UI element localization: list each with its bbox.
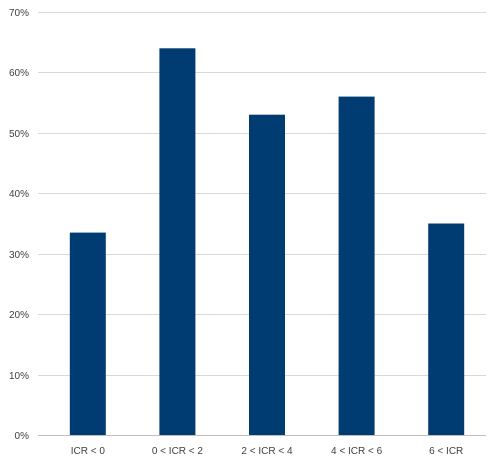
x-tick-label: 2 < ICR < 4: [241, 446, 293, 457]
bar: [249, 114, 285, 435]
y-tick-label: 70%: [9, 8, 29, 19]
y-tick-label: 40%: [9, 189, 29, 200]
x-axis-tick-labels: ICR < 0 0 < ICR < 2 2 < ICR < 4 4 < ICR < 6…: [71, 446, 464, 457]
bar: [338, 96, 375, 435]
y-tick-label: 50%: [9, 129, 29, 140]
bar: [159, 48, 196, 436]
y-tick-label: 20%: [9, 310, 29, 321]
bar: [69, 232, 106, 435]
bars: [69, 48, 465, 436]
y-tick-label: 60%: [9, 68, 29, 79]
x-tick-label: 4 < ICR < 6: [331, 446, 383, 457]
y-axis-tick-labels: 0% 10% 20% 30% 40% 50% 60% 70%: [9, 8, 29, 442]
y-tick-label: 10%: [9, 371, 29, 382]
y-tick-label: 0%: [15, 431, 30, 442]
bar: [428, 223, 465, 435]
y-tick-label: 30%: [9, 250, 29, 261]
x-tick-label: 0 < ICR < 2: [152, 446, 204, 457]
x-tick-label: ICR < 0: [71, 446, 106, 457]
x-tick-label: 6 < ICR: [429, 446, 463, 457]
